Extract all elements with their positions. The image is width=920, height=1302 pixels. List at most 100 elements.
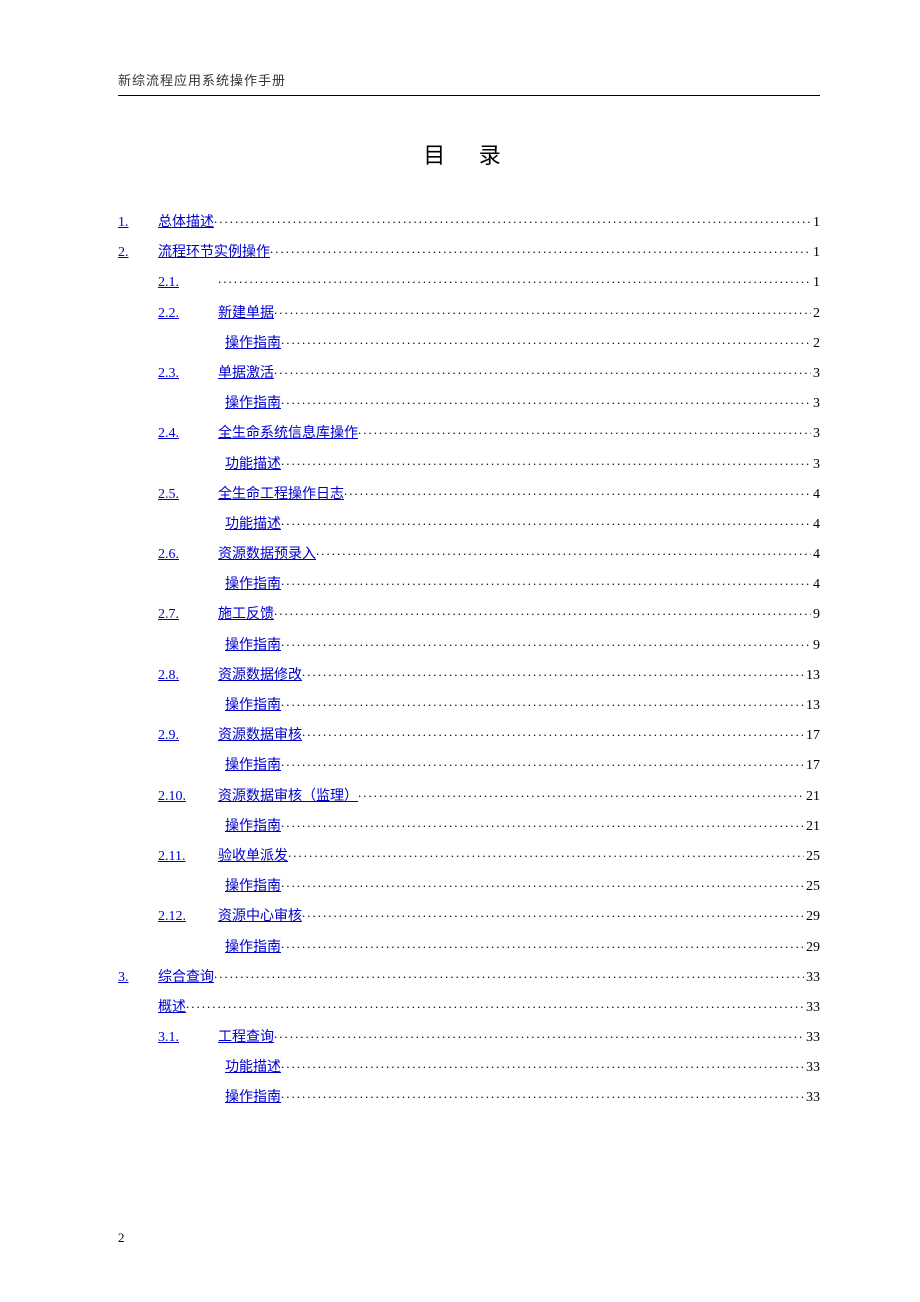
toc-number[interactable]: 2.8. — [158, 669, 218, 683]
toc-number[interactable]: 2.10. — [158, 790, 218, 804]
toc-title-link[interactable]: 操作指南 — [225, 699, 281, 713]
toc-entry: 操作指南21 — [118, 816, 820, 834]
toc-leader — [270, 242, 811, 256]
toc-leader — [274, 604, 811, 618]
toc-leader — [288, 846, 804, 860]
toc-entry: 功能描述 33 — [118, 1057, 820, 1075]
toc-entry: 2.9.资源数据审核17 — [118, 725, 820, 743]
toc-title-link[interactable]: 资源数据修改 — [218, 669, 302, 683]
toc-number[interactable]: 2. — [118, 246, 158, 260]
toc-entry: 2.12.资源中心审核 29 — [118, 906, 820, 924]
toc-number[interactable]: 2.1. — [158, 276, 218, 290]
toc-title-link[interactable]: 工程查询 — [218, 1031, 274, 1045]
toc-number[interactable]: 2.5. — [158, 488, 218, 502]
toc-page-number: 25 — [804, 850, 820, 864]
toc-title-link[interactable]: 操作指南 — [225, 337, 281, 351]
toc-leader — [302, 906, 804, 920]
toc-entry: 2.8.资源数据修改 13 — [118, 665, 820, 683]
toc-leader — [281, 514, 811, 528]
toc-title-link[interactable]: 资源数据预录入 — [218, 548, 316, 562]
toc-number[interactable]: 2.3. — [158, 367, 218, 381]
toc-title-link[interactable]: 功能描述 — [225, 458, 281, 472]
toc-number[interactable]: 2.2. — [158, 307, 218, 321]
toc-title-link[interactable]: 操作指南 — [225, 880, 281, 894]
toc-entry: 2.2.新建单据 2 — [118, 303, 820, 321]
toc-leader — [316, 544, 811, 558]
toc-page-number: 4 — [811, 578, 820, 592]
toc-title: 目 录 — [118, 138, 820, 170]
toc-entry: 2.5.全生命工程操作日志 4 — [118, 484, 820, 502]
toc-number[interactable]: 2.4. — [158, 427, 218, 441]
toc-title-link[interactable]: 全生命系统信息库操作 — [218, 427, 358, 441]
toc-title-link[interactable]: 操作指南 — [225, 639, 281, 653]
toc-entry: 操作指南29 — [118, 937, 820, 955]
toc-number[interactable]: 3.1. — [158, 1031, 218, 1045]
toc-leader — [274, 1027, 804, 1041]
toc-title-link[interactable]: 综合查询 — [158, 971, 214, 985]
toc-page-number: 9 — [811, 639, 820, 653]
toc-page-number: 33 — [804, 1061, 820, 1075]
toc-title-link[interactable]: 资源数据审核（监理） — [218, 790, 358, 804]
toc-page-number: 29 — [804, 910, 820, 924]
toc-leader — [218, 272, 811, 286]
toc-page-number: 17 — [804, 759, 820, 773]
toc-page-number: 33 — [804, 971, 820, 985]
toc-entry: 2.1. 1 — [118, 272, 820, 290]
toc-leader — [281, 876, 804, 890]
toc-entry: 概述33 — [118, 997, 820, 1015]
toc-entry: 操作指南 4 — [118, 574, 820, 592]
toc-leader — [281, 635, 811, 649]
toc-leader — [274, 363, 811, 377]
toc-page-number: 13 — [804, 699, 820, 713]
toc-number[interactable]: 3. — [118, 971, 158, 985]
toc-entry: 操作指南 13 — [118, 695, 820, 713]
toc-title-link[interactable]: 全生命工程操作日志 — [218, 488, 344, 502]
toc-number[interactable]: 2.12. — [158, 910, 218, 924]
toc-page-number: 13 — [804, 669, 820, 683]
toc-number[interactable]: 1. — [118, 216, 158, 230]
toc-page-number: 1 — [811, 276, 820, 290]
toc-title-link[interactable]: 操作指南 — [225, 820, 281, 834]
toc-leader — [358, 786, 804, 800]
toc-title-link[interactable]: 操作指南 — [225, 397, 281, 411]
toc-title-link[interactable]: 操作指南 — [225, 1091, 281, 1105]
toc-page-number: 3 — [811, 397, 820, 411]
toc-page-number: 3 — [811, 458, 820, 472]
toc-title-link[interactable]: 操作指南 — [225, 578, 281, 592]
toc-title-link[interactable]: 资源数据审核 — [218, 729, 302, 743]
toc-title-link[interactable]: 概述 — [158, 1001, 186, 1015]
toc-number[interactable]: 2.6. — [158, 548, 218, 562]
toc-entry: 操作指南2 — [118, 333, 820, 351]
toc-page-number: 25 — [804, 880, 820, 894]
toc-title-link[interactable]: 单据激活 — [218, 367, 274, 381]
toc-entry: 操作指南 9 — [118, 635, 820, 653]
toc-number[interactable]: 2.11. — [158, 850, 218, 864]
toc-leader — [281, 393, 811, 407]
toc-title-link[interactable]: 流程环节实例操作 — [158, 246, 270, 260]
toc-leader — [214, 967, 804, 981]
toc-leader — [281, 695, 804, 709]
toc-title-link[interactable]: 操作指南 — [225, 759, 281, 773]
toc-number[interactable]: 2.9. — [158, 729, 218, 743]
toc-number[interactable]: 2.7. — [158, 608, 218, 622]
toc-title-link[interactable]: 功能描述 — [225, 518, 281, 532]
toc-page-number: 2 — [811, 307, 820, 321]
toc-title-link[interactable]: 功能描述 — [225, 1061, 281, 1075]
toc-title-link[interactable]: 资源中心审核 — [218, 910, 302, 924]
toc-entry: 2.11.验收单派发 25 — [118, 846, 820, 864]
toc-page-number: 4 — [811, 488, 820, 502]
toc-title-link[interactable]: 总体描述 — [158, 216, 214, 230]
toc-title-link[interactable]: 施工反馈 — [218, 608, 274, 622]
toc-page-number: 33 — [804, 1091, 820, 1105]
toc-entry: 功能描述 3 — [118, 454, 820, 472]
table-of-contents: 1.总体描述12.流程环节实例操作12.1.12.2.新建单据2操作指南22.3… — [118, 212, 820, 1105]
toc-leader — [281, 1087, 804, 1101]
toc-title-link[interactable]: 操作指南 — [225, 941, 281, 955]
toc-leader — [274, 303, 811, 317]
toc-page-number: 1 — [811, 246, 820, 260]
toc-title-link[interactable]: 新建单据 — [218, 307, 274, 321]
toc-page-number: 3 — [811, 427, 820, 441]
toc-leader — [281, 816, 804, 830]
toc-page-number: 4 — [811, 548, 820, 562]
toc-title-link[interactable]: 验收单派发 — [218, 850, 288, 864]
